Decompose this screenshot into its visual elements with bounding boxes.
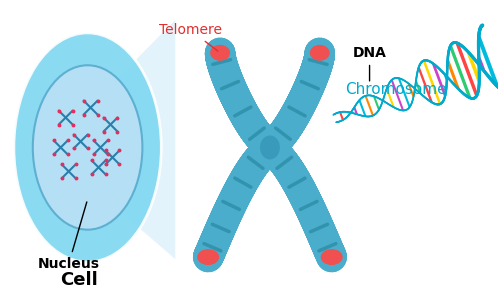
Text: Cell: Cell bbox=[60, 271, 97, 289]
Ellipse shape bbox=[310, 45, 330, 61]
Ellipse shape bbox=[210, 45, 230, 61]
Ellipse shape bbox=[321, 249, 343, 265]
Text: DNA: DNA bbox=[353, 46, 387, 81]
Ellipse shape bbox=[197, 249, 219, 265]
Text: Nucleus: Nucleus bbox=[37, 202, 100, 271]
Polygon shape bbox=[89, 20, 175, 259]
Text: Telomere: Telomere bbox=[159, 23, 222, 51]
Ellipse shape bbox=[260, 136, 280, 159]
Text: Chromosome: Chromosome bbox=[345, 82, 446, 97]
Ellipse shape bbox=[33, 65, 142, 230]
Ellipse shape bbox=[14, 33, 161, 262]
